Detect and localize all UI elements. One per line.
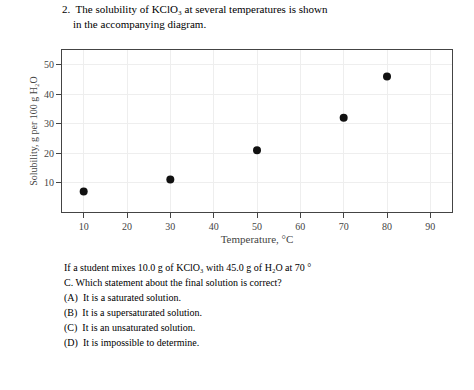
svg-text:10: 10 [44,177,54,188]
svg-text:Temperature, °C: Temperature, °C [221,233,294,245]
svg-text:30: 30 [165,221,175,232]
svg-text:60: 60 [295,221,305,232]
svg-text:(C) It is an unsaturated solu: (C) It is an unsaturated solution. [64,322,195,334]
svg-text:C. Which statement about the f: C. Which statement about the final solut… [64,277,282,288]
svg-text:50: 50 [252,221,262,232]
svg-text:(A) It is a saturated solutio: (A) It is a saturated solution. [64,292,181,304]
svg-text:If a student mixes 10.0 g of K: If a student mixes 10.0 g of KClO₃ with … [64,262,311,273]
svg-text:40: 40 [44,89,54,100]
svg-text:30: 30 [44,118,54,129]
svg-text:10: 10 [79,221,89,232]
svg-text:20: 20 [122,221,132,232]
svg-text:Solubility, g per 100 g H₂O: Solubility, g per 100 g H₂O [28,76,39,186]
svg-text:2. The solubility of KClO₃ at: 2. The solubility of KClO₃ at several te… [62,3,328,29]
svg-text:80: 80 [382,221,392,232]
svg-text:(D) It is impossible to deter: (D) It is impossible to determine. [64,337,199,349]
svg-text:90: 90 [425,221,435,232]
svg-text:40: 40 [209,221,219,232]
svg-text:20: 20 [44,148,54,159]
svg-text:50: 50 [44,59,54,70]
svg-text:(B) It is a supersaturated so: (B) It is a supersaturated solution. [64,307,202,319]
svg-text:70: 70 [339,221,349,232]
